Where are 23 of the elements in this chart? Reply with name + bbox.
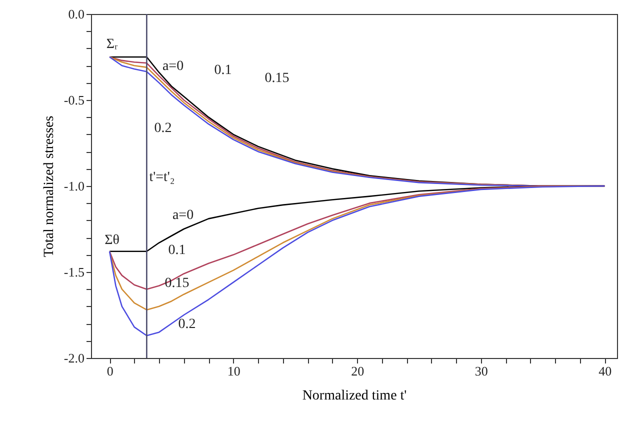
- annotation: Σᵣ: [106, 37, 118, 52]
- annotation: 0.1: [168, 243, 186, 258]
- y-tick-label: -1.5: [64, 264, 84, 280]
- annotation: 0.15: [164, 276, 190, 291]
- annotation: a=0: [172, 208, 194, 223]
- y-tick-label: -2.0: [64, 350, 84, 366]
- y-axis-title: Total normalized stresses: [42, 116, 57, 258]
- annotation: Σθ: [104, 233, 120, 248]
- x-tick-label: 10: [227, 364, 240, 378]
- annotation: a=0: [162, 59, 184, 74]
- y-tick-label: -0.5: [64, 92, 84, 108]
- y-tick-label: -1.0: [64, 178, 84, 194]
- x-tick-label: 30: [474, 364, 488, 378]
- x-tick-label: 0: [106, 364, 114, 378]
- x-tick-label: 40: [598, 364, 612, 378]
- x-axis-title: Normalized time t': [302, 388, 407, 404]
- annotation: 0.2: [154, 121, 172, 136]
- annotation: 0.2: [178, 317, 196, 332]
- annotation: 0.15: [264, 71, 290, 86]
- annotation: 0.1: [214, 63, 232, 78]
- annotation: t'=t'₂: [149, 170, 175, 185]
- x-tick-label: 20: [351, 364, 364, 378]
- y-tick-label: 0.0: [68, 6, 84, 22]
